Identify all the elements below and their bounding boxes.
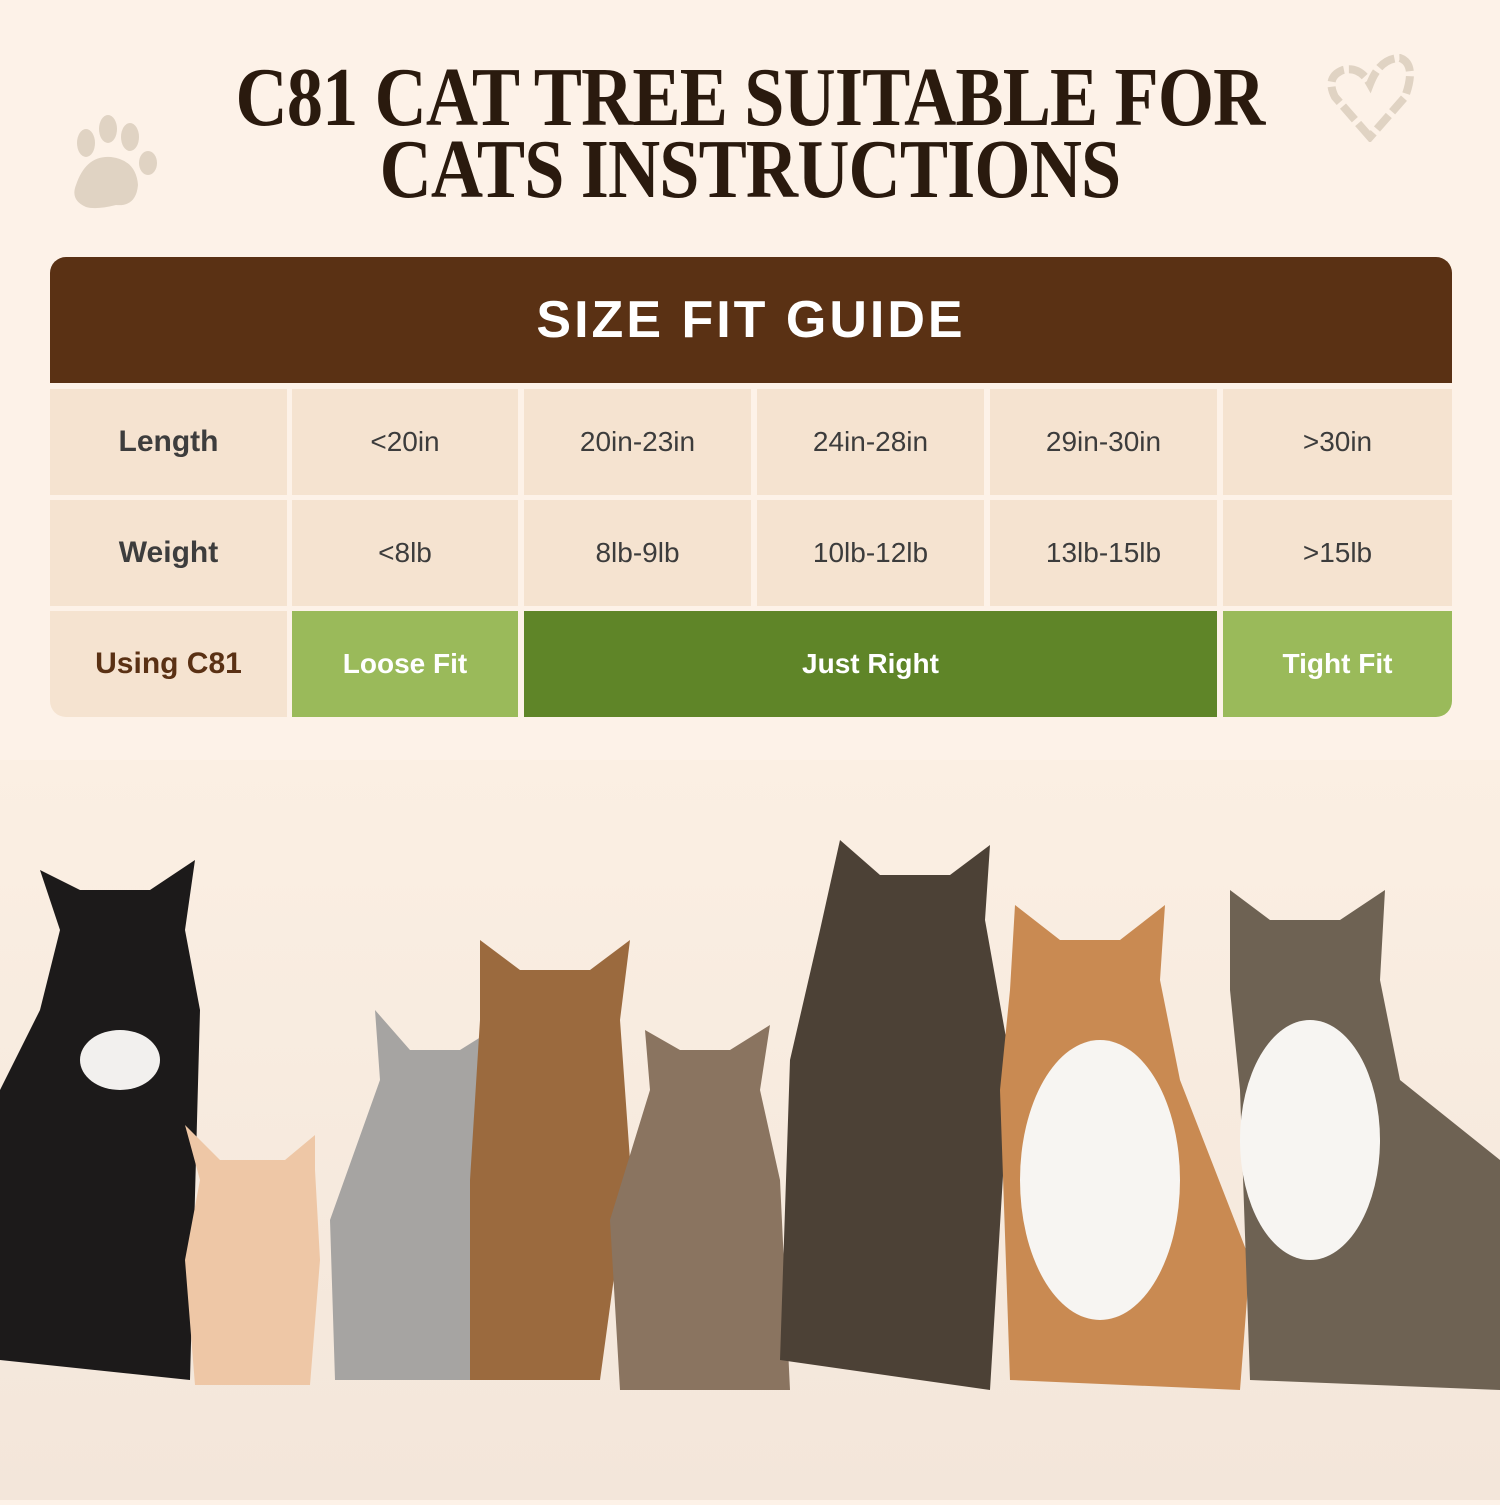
weight-cell: 10lb-12lb [757,500,984,606]
cat-orange-white [1000,905,1250,1390]
length-cell: <20in [292,389,518,495]
page-title-line2: CATS INSTRUCTIONS [379,123,1122,216]
length-cell: 29in-30in [990,389,1217,495]
cat-tabby-small [610,1025,790,1390]
row-label-weight: Weight [50,500,287,606]
table-header: SIZE FIT GUIDE [50,257,1452,383]
cat-tabby-white [1230,890,1500,1390]
cat-tabby-large [780,840,1010,1390]
length-cell: 24in-28in [757,389,984,495]
heart-icon [1325,52,1415,147]
cats-photo [0,760,1500,1500]
length-cell: >30in [1223,389,1452,495]
cat-maine-coon [470,940,630,1380]
length-cell: 20in-23in [524,389,751,495]
weight-cell: <8lb [292,500,518,606]
tight-fit-cell: Tight Fit [1223,611,1452,717]
loose-fit-cell: Loose Fit [292,611,518,717]
cat-orange-kitten [185,1125,320,1385]
cat-black [0,860,200,1380]
row-label-length: Length [50,389,287,495]
cat-grey-kitten [330,1010,500,1380]
size-fit-guide-table: SIZE FIT GUIDE Length <20in 20in-23in 24… [50,257,1452,717]
paw-print-icon [66,115,162,220]
weight-cell: >15lb [1223,500,1452,606]
row-label-using-c81: Using C81 [50,611,287,717]
weight-cell: 13lb-15lb [990,500,1217,606]
page-title-line1: C81 CAT TREE SUITABLE FOR [235,51,1266,144]
just-right-cell: Just Right [524,611,1217,717]
weight-cell: 8lb-9lb [524,500,751,606]
